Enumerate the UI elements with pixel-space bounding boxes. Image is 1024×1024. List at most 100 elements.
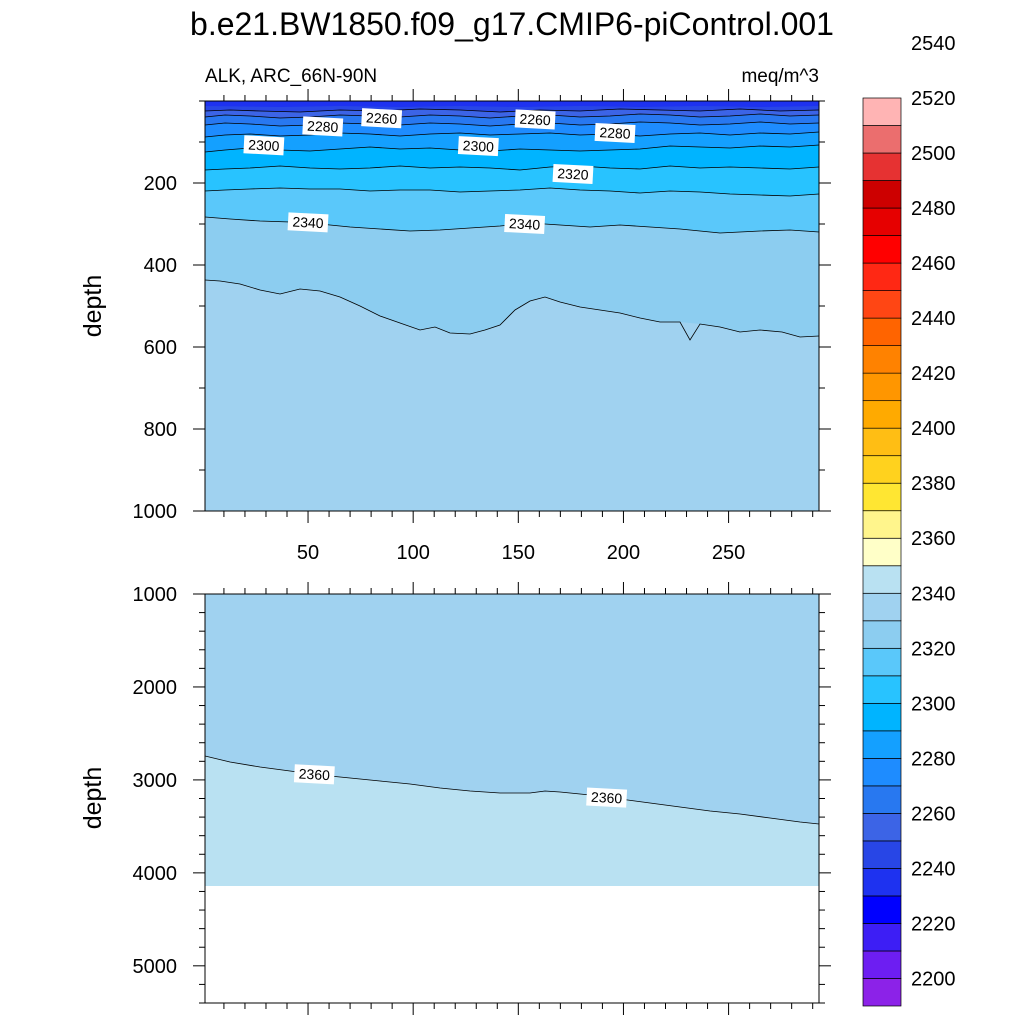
contour-label-text: 2280 [307,118,339,136]
contour-label-bg [457,136,499,157]
contour-label-bg [552,163,594,185]
units-subtitle: meq/m^3 [741,66,819,87]
contour-label-bg [287,212,329,233]
upper-contour-labels: 2260 2260 2280 2280 2300 2300 2320 2340 2340 [243,108,636,235]
lower-y-tick-labels: 1000 2000 3000 4000 5000 [133,584,178,978]
colorbar-swatch-16 [862,537,902,567]
contour-label-bg [586,787,628,808]
y-tick-label-1-5000: 5000 [133,956,178,978]
y-tick-label-0-200: 200 [144,173,177,195]
y-tick-label-0-1000: 1000 [133,501,178,523]
x-tick-label-100: 100 [396,542,429,564]
upper-y-axis-label: depth [79,275,107,338]
contour-label-bg [302,116,344,137]
colorbar-swatch-22 [862,372,902,402]
contour-2360-line [205,279,819,341]
contour-2260-line [205,131,819,138]
colorbar-swatch-21 [862,400,902,429]
colorbar-swatch-1 [862,950,902,979]
lower-depth-panel: 1000 2000 3000 4000 5000 2360 2360 depth [79,582,831,1015]
colorbar-label-2540: 2540 [911,33,956,55]
contour-2220-line [205,113,819,119]
contour-label-bg [594,122,636,144]
lower-contour-labels: 2360 2360 [293,764,628,808]
colorbar-swatch-26 [862,262,902,291]
x-tick-label-150: 150 [502,542,535,564]
colorbar-swatch-3 [862,895,902,924]
contour-label-0-8: 2340 [504,213,546,235]
colorbar-swatch-17 [862,510,902,539]
colorbar-swatch-7 [862,785,902,814]
y-tick-label-0-600: 600 [144,337,177,359]
colorbar-swatch-6 [862,813,902,842]
lower-contour-fill [205,594,819,886]
colorbar-label-2500: 2500 [911,143,956,165]
colorbar-swatch-5 [862,840,902,869]
contour-2320-line [205,187,819,197]
colorbar-swatch-24 [862,317,902,346]
colorbar-label-2520: 2520 [911,88,956,110]
upper-contour-fill [205,101,819,511]
colorbar-swatch-15 [862,565,902,594]
contour-label-bg [361,108,403,129]
contour-label-bg [243,135,285,156]
contour-label-0-2: 2280 [302,116,344,137]
x-tick-label-250: 250 [712,542,745,564]
upper-y-tick-labels: 200 400 600 800 1000 [133,173,178,523]
upper-contour-lines [205,108,819,341]
contour-2240-line [205,121,819,127]
contour-label-text: 2340 [292,214,324,232]
contour-label-bg [504,213,546,235]
y-tick-label-1-3000: 3000 [133,770,178,792]
contour-label-text: 2320 [557,165,589,183]
colorbar-swatch-29 [862,180,902,209]
colorbar-label-2320: 2320 [911,638,956,660]
contour-label-text: 2300 [248,136,280,154]
upper-axis-ticks [193,89,831,523]
colorbar-swatch-23 [862,345,902,374]
colorbar-swatch-11 [862,675,902,704]
contour-label-1-1: 2360 [586,787,628,808]
colorbar-swatch-20 [862,427,902,457]
colorbar-label-2280: 2280 [911,748,956,770]
contour-label-1-0: 2360 [293,764,335,785]
x-tick-label-50: 50 [297,542,319,564]
contour-label-bg [293,764,335,785]
contour-2280-line [205,144,819,153]
contour-label-0-6: 2320 [552,163,594,185]
colorbar-swatch-4 [862,868,902,897]
contour-label-0-3: 2280 [594,122,636,144]
y-tick-label-0-400: 400 [144,255,177,277]
y-tick-label-1-4000: 4000 [133,863,178,885]
colorbar-label-2440: 2440 [911,308,956,330]
contour-label-text: 2280 [599,124,631,142]
colorbar-swatch-8 [862,758,902,787]
colorbar-label-2340: 2340 [911,583,956,605]
colorbar-swatch-10 [862,702,902,732]
colorbar-swatch-19 [862,455,902,484]
contour-label-text: 2360 [591,789,623,807]
contour-label-text: 2360 [298,766,330,784]
lower-y-axis-label: depth [79,767,107,830]
contour-label-0-1: 2260 [514,109,556,130]
colorbar-swatch-2 [862,923,902,952]
colorbar-label-2400: 2400 [911,418,956,440]
colorbar-swatch-31 [862,125,902,154]
contour-label-bg [514,109,556,130]
colorbar-label-2460: 2460 [911,253,956,275]
chart-title: b.e21.BW1850.f09_g17.CMIP6-piControl.001 [190,6,834,42]
contour-label-text: 2260 [519,111,551,129]
colorbar-swatch-30 [862,152,902,181]
colorbar-label-2260: 2260 [911,803,956,825]
contour-2300-line [205,165,819,171]
y-tick-label-0-800: 800 [144,419,177,441]
colorbar-swatch-0 [862,978,902,1007]
band-above-2360 [205,756,819,886]
lower-axis-ticks [193,582,831,1015]
colorbar-swatch-9 [862,730,902,759]
colorbar-label-2360: 2360 [911,528,956,550]
colorbar-label-2300: 2300 [911,693,956,715]
colorbar-swatch-12 [862,647,902,677]
band-surface [205,101,819,107]
